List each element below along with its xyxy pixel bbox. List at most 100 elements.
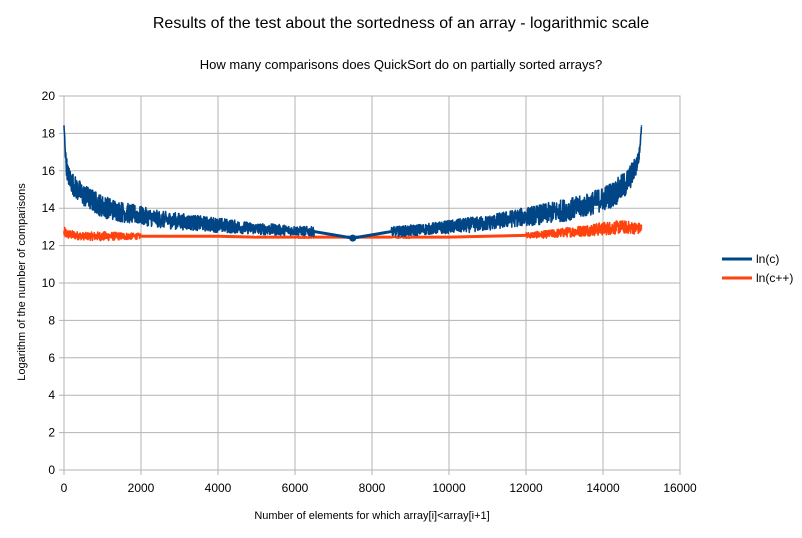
data-point [636,160,639,163]
tick-labels: 0 2000 4000 6000 8000 10000 12000 14000 16000 0 2 4… [42,89,697,495]
data-point [140,235,142,238]
data-point [349,234,357,242]
data-point [140,214,142,217]
data-point [525,215,527,218]
x-tick-label: 12000 [509,481,543,495]
x-tick-label: 2000 [128,481,155,495]
series-gap-line [448,234,488,239]
series-gap-line [352,230,392,240]
data-point [159,218,162,221]
x-tick-label: 14000 [586,481,620,495]
y-tick-label: 10 [42,276,56,290]
data-point [178,220,181,223]
series-band [390,126,643,237]
data-point [602,227,604,230]
y-tick-label: 12 [42,239,56,253]
data-point [409,236,412,238]
data-point [63,231,65,234]
data-point [65,160,67,163]
data-point [640,125,643,127]
chart-title: Results of the test about the sortedness… [152,15,650,32]
y-tick-label: 4 [48,388,55,402]
data-point [390,230,393,233]
series-gap-line [487,233,527,238]
series-band [63,125,315,237]
y-tick-label: 8 [48,313,55,327]
y-tick-label: 14 [42,201,56,215]
data-point [602,198,604,200]
y-tick-label: 2 [48,426,55,440]
plot-border [63,95,681,471]
x-tick-label: 6000 [282,481,309,495]
x-tick-label: 8000 [359,481,386,495]
series-band [390,235,412,240]
data-point [640,227,643,230]
data-point [505,218,508,221]
series-band [525,220,643,239]
y-tick-label: 16 [42,164,56,178]
y-tick-label: 18 [42,126,56,140]
data-point [63,125,65,127]
y-tick-label: 20 [42,89,56,103]
data-point [217,224,219,226]
x-tick-label: 0 [61,481,68,495]
data-point [428,227,431,230]
data-point [625,183,627,185]
data-point [92,199,94,202]
data-point [294,229,296,232]
grid-lines [59,95,681,475]
data-point [197,222,200,224]
data-point [120,235,123,238]
data-point [544,233,547,236]
plot-area [63,125,643,242]
x-tick-label: 10000 [432,481,466,495]
data-point [467,224,470,226]
series-gap-line [313,230,354,240]
data-point [582,205,585,208]
x-tick-label: 4000 [205,481,232,495]
legend-label: ln(c++) [756,271,793,285]
series-band [294,235,315,239]
data-point [255,236,258,238]
data-point [67,173,69,176]
data-point [294,236,296,238]
data-point [525,234,527,237]
data-point [563,209,566,211]
data-point [101,235,104,238]
data-point [621,226,624,228]
data-point [448,236,450,238]
data-point [563,231,566,234]
legend: ln(c) ln(c++) [722,252,793,285]
legend-label: ln(c) [756,252,779,266]
data-point [120,211,123,213]
data-point [255,227,258,230]
data-point [633,170,635,172]
series-gap-line [217,234,257,239]
data-point [448,226,450,228]
data-point [274,228,277,231]
data-point [67,233,69,236]
chart-subtitle: How many comparisons does QuickSort do o… [199,57,603,72]
series-line-ln-c [63,125,643,242]
x-tick-label: 16000 [663,481,697,495]
data-point [236,226,239,228]
x-axis-label: Number of elements for which array[i]<ar… [254,510,490,522]
data-point [390,236,393,238]
data-point [178,235,181,238]
data-point [217,235,219,238]
data-point [82,235,85,238]
data-point [70,181,73,183]
data-point [582,229,585,232]
data-point [613,192,616,195]
data-point [486,222,489,224]
data-point [101,205,104,208]
data-point [544,213,547,215]
data-point [409,229,412,232]
data-point [313,230,316,233]
data-point [82,194,85,196]
data-point [74,186,77,189]
y-tick-label: 6 [48,351,55,365]
data-point [638,151,641,153]
y-tick-label: 0 [48,463,55,477]
